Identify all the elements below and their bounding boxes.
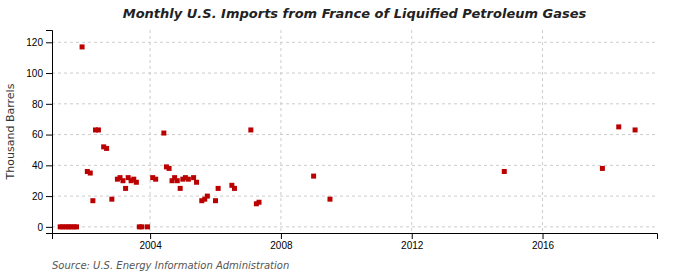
tick-mark: [46, 227, 52, 228]
point: [178, 186, 183, 191]
tick-label: 2016: [532, 240, 555, 251]
tick: 20: [32, 191, 52, 202]
point: [96, 127, 101, 132]
tick: 80: [32, 99, 52, 110]
tick-mark: [412, 233, 413, 239]
point: [600, 166, 605, 171]
tick: 60: [32, 129, 52, 140]
grid-line: [150, 30, 151, 233]
axis-line: [53, 234, 658, 240]
grid-line: [542, 30, 543, 233]
tick: 0: [37, 222, 52, 233]
point: [257, 200, 262, 205]
point: [145, 224, 150, 229]
point: [139, 224, 144, 229]
point: [161, 131, 166, 136]
grid-line: [52, 196, 657, 197]
point: [80, 44, 85, 49]
tick: 120: [26, 37, 52, 48]
annotation: Source: U.S. Energy Information Administ…: [52, 260, 289, 271]
point: [205, 194, 210, 199]
tick-label: 100: [26, 68, 43, 79]
grid: [52, 30, 657, 233]
y-axis: 0 20 40 60 80 100 120: [26, 31, 52, 234]
point: [167, 166, 172, 171]
tick-label: 2004: [139, 240, 162, 251]
grid-line: [52, 73, 657, 74]
tick-mark: [46, 165, 52, 166]
tick: 40: [32, 160, 52, 171]
point: [175, 178, 180, 183]
point: [186, 177, 191, 182]
tick-mark: [46, 196, 52, 197]
tick-label: 60: [32, 129, 44, 140]
plot: 2004 2008 2012 2016 0 20 40 60 80 100 120: [26, 30, 657, 251]
tick: 2012: [401, 233, 424, 251]
tick: 2016: [532, 233, 555, 251]
point: [120, 178, 125, 183]
point: [327, 197, 332, 202]
tick-mark: [46, 73, 52, 74]
grid-line: [52, 103, 657, 104]
point: [104, 146, 109, 151]
tick-label: 40: [32, 160, 44, 171]
grid-line: [52, 134, 657, 135]
point: [191, 175, 196, 180]
tick-label: 0: [37, 222, 43, 233]
title: Monthly U.S. Imports from France of Liqu…: [123, 6, 587, 21]
point: [633, 127, 638, 132]
point: [123, 186, 128, 191]
grid-line: [280, 30, 281, 233]
grid-line: [52, 165, 657, 166]
point: [213, 198, 218, 203]
points: [58, 44, 638, 229]
tick: 2008: [270, 233, 293, 251]
tick-label: 2008: [270, 240, 293, 251]
tick-mark: [46, 104, 52, 105]
point: [90, 198, 95, 203]
tick-label: 20: [32, 191, 44, 202]
point: [216, 186, 221, 191]
tick-label: 80: [32, 99, 44, 110]
point: [153, 177, 158, 182]
point: [88, 171, 93, 176]
point: [232, 186, 237, 191]
tick-label: 2012: [401, 240, 424, 251]
axis-line: [46, 31, 53, 234]
point: [194, 180, 199, 185]
tick-mark: [543, 233, 544, 239]
point: [311, 174, 316, 179]
chart: 2004 2008 2012 2016 0 20 40 60 80 100 120 Monthly U…: [0, 0, 675, 275]
tick: 2004: [139, 233, 162, 251]
grid-line: [411, 30, 412, 233]
tick-mark: [150, 233, 151, 239]
tick-label: 120: [26, 37, 43, 48]
tick-mark: [46, 42, 52, 43]
tick-mark: [46, 135, 52, 136]
point: [502, 169, 507, 174]
point: [74, 224, 79, 229]
grid-line: [52, 42, 657, 43]
y-axis-title: Thousand Barrels: [4, 83, 17, 180]
point: [109, 197, 114, 202]
point: [248, 127, 253, 132]
tick: 100: [26, 68, 52, 79]
x-axis: 2004 2008 2012 2016: [53, 233, 658, 251]
point: [616, 124, 621, 129]
point: [134, 180, 139, 185]
tick-mark: [281, 233, 282, 239]
